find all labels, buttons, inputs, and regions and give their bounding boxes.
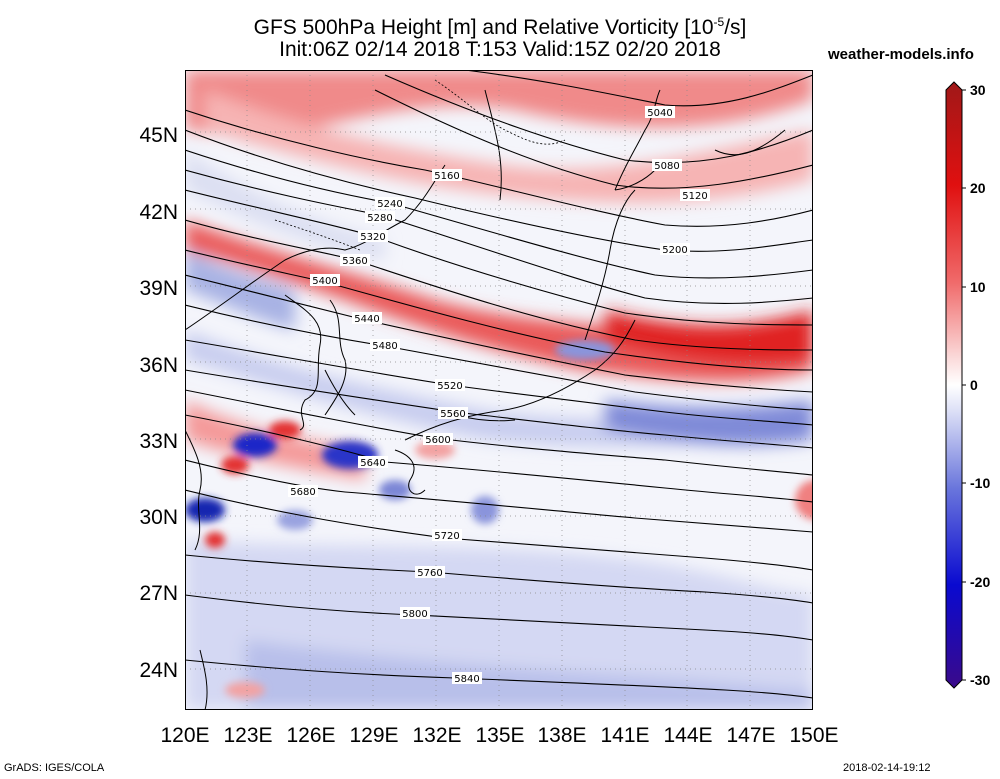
lon-label-144e: 144E bbox=[663, 724, 713, 747]
contour-label-5280: 5280 bbox=[367, 213, 392, 224]
contour-label-bg bbox=[645, 106, 675, 118]
contour-label-bg bbox=[375, 197, 405, 209]
contour-label-5080: 5080 bbox=[654, 161, 679, 172]
contour-label-5320: 5320 bbox=[360, 232, 385, 243]
contour-label-5760: 5760 bbox=[417, 568, 442, 579]
contour-label-5800: 5800 bbox=[402, 609, 427, 620]
contour-label-bg bbox=[452, 672, 482, 684]
lon-label-150e: 150E bbox=[789, 724, 839, 747]
contour-5480 bbox=[185, 304, 813, 411]
contour-label-bg bbox=[400, 607, 430, 619]
contour-5720 bbox=[185, 489, 813, 571]
contour-label-5440: 5440 bbox=[354, 314, 379, 325]
contour-label-5040: 5040 bbox=[647, 108, 672, 119]
lon-label-135e: 135E bbox=[475, 724, 525, 747]
contour-label-5680: 5680 bbox=[290, 487, 315, 498]
colorbar bbox=[945, 81, 966, 689]
colorbar-label-30: 30 bbox=[970, 82, 986, 98]
contour-5440 bbox=[185, 274, 813, 393]
contour-5040 bbox=[464, 70, 813, 107]
lon-label-129e: 129E bbox=[349, 724, 399, 747]
lon-label-132e: 132E bbox=[412, 724, 462, 747]
lat-label-30n: 30N bbox=[139, 506, 178, 529]
contour-label-5520: 5520 bbox=[437, 381, 462, 392]
contour-label-bg bbox=[415, 566, 445, 578]
lon-label-120e: 120E bbox=[160, 724, 210, 747]
colorbar-label-20: 20 bbox=[970, 180, 986, 196]
contour-5400 bbox=[185, 249, 813, 371]
contour-label-bg bbox=[423, 433, 453, 445]
contour-5240 bbox=[185, 149, 813, 279]
borders bbox=[274, 79, 566, 251]
contour-label-5480: 5480 bbox=[372, 341, 397, 352]
contour-5080 bbox=[384, 74, 813, 164]
vorticity-map: 5040 5080 5120 5160 5200 5240 5280 5320 5360 5400… bbox=[185, 70, 813, 710]
lon-label-147e: 147E bbox=[726, 724, 776, 747]
contour-5680 bbox=[185, 459, 813, 533]
contour-5520 bbox=[185, 339, 813, 426]
contour-label-bg bbox=[660, 243, 690, 255]
contour-5560 bbox=[185, 369, 813, 449]
height-contours bbox=[185, 70, 813, 699]
contour-label-5200: 5200 bbox=[662, 245, 687, 256]
contour-5280 bbox=[185, 169, 813, 305]
contour-label-bg bbox=[652, 159, 682, 171]
contour-label-bg bbox=[370, 339, 400, 351]
footer-timestamp: 2018-02-14-19:12 bbox=[843, 762, 931, 774]
footer-credit: GrADS: IGES/COLA bbox=[4, 762, 105, 774]
contour-5120 bbox=[374, 89, 813, 189]
title-line-1: GFS 500hPa Height [m] and Relative Vorti… bbox=[253, 15, 747, 39]
lat-label-42n: 42N bbox=[139, 201, 178, 224]
contour-label-5360: 5360 bbox=[342, 256, 367, 267]
title-line-2: Init:06Z 02/14 2018 T:153 Valid:15Z 02/2… bbox=[279, 38, 721, 61]
contour-label-5560: 5560 bbox=[440, 409, 465, 420]
contour-label-bg bbox=[680, 189, 710, 201]
contour-label-5160: 5160 bbox=[434, 171, 459, 182]
site-credit: weather-models.info bbox=[828, 46, 974, 63]
lon-label-126e: 126E bbox=[286, 724, 336, 747]
contour-label-bg bbox=[288, 485, 318, 497]
contour-label-5240: 5240 bbox=[377, 199, 402, 210]
contour-5360 bbox=[185, 219, 813, 351]
contour-label-bg bbox=[358, 456, 388, 468]
colorbar-label-m10: -10 bbox=[970, 475, 991, 491]
contour-5320 bbox=[185, 189, 813, 326]
colorbar-label-m20: -20 bbox=[970, 574, 991, 590]
colorbar-label-0: 0 bbox=[970, 377, 978, 393]
contour-5800 bbox=[185, 594, 813, 641]
lat-label-33n: 33N bbox=[139, 430, 178, 453]
contour-label-bg bbox=[365, 211, 395, 223]
contour-5160 bbox=[185, 109, 813, 227]
lon-label-123e: 123E bbox=[223, 724, 273, 747]
lat-label-45n: 45N bbox=[139, 124, 178, 147]
contour-labels: 5040 5080 5120 5160 5200 5240 5280 5320 5360 5400… bbox=[288, 106, 710, 685]
lat-label-36n: 36N bbox=[139, 354, 178, 377]
colorbar-label-10: 10 bbox=[970, 279, 986, 295]
contour-label-5720: 5720 bbox=[434, 531, 459, 542]
contour-5760 bbox=[185, 554, 813, 604]
contour-label-5640: 5640 bbox=[360, 458, 385, 469]
contour-5840 bbox=[185, 659, 813, 699]
contour-label-bg bbox=[432, 169, 462, 181]
contour-label-bg bbox=[438, 407, 468, 419]
contour-5640 bbox=[185, 414, 813, 503]
contour-label-5120: 5120 bbox=[682, 191, 707, 202]
contour-label-bg bbox=[310, 274, 340, 286]
contour-5200 bbox=[185, 129, 813, 252]
lat-label-39n: 39N bbox=[139, 277, 178, 300]
contour-label-bg bbox=[432, 529, 462, 541]
lon-label-141e: 141E bbox=[600, 724, 650, 747]
colorbar-label-m30: -30 bbox=[970, 672, 991, 688]
lat-label-27n: 27N bbox=[139, 582, 178, 605]
contour-label-bg bbox=[358, 230, 388, 242]
contour-label-5400: 5400 bbox=[312, 276, 337, 287]
lon-label-138e: 138E bbox=[537, 724, 587, 747]
lat-label-24n: 24N bbox=[139, 659, 178, 682]
contour-label-bg bbox=[352, 312, 382, 324]
contour-label-5600: 5600 bbox=[425, 435, 450, 446]
contour-label-5840: 5840 bbox=[454, 674, 479, 685]
contour-5600 bbox=[185, 389, 813, 476]
contour-label-bg bbox=[340, 254, 370, 266]
contour-label-bg bbox=[435, 379, 465, 391]
